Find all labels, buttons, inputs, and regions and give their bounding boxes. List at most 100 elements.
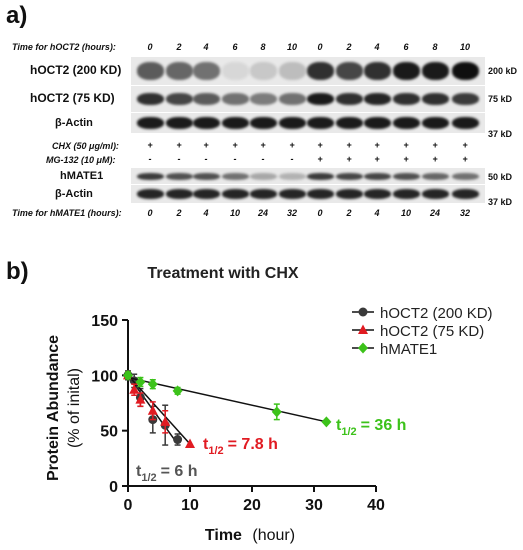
- series-2-point-3: [172, 385, 183, 397]
- series-2-point-0: [123, 369, 133, 381]
- hmate1-band-0: [136, 172, 164, 180]
- hoct2-75-band-4: [249, 93, 277, 105]
- actin2-band-4: [249, 189, 277, 199]
- chx-mark-0: +: [147, 140, 153, 150]
- hmate1-time-6: 0: [317, 208, 323, 218]
- hmate1-band-9: [392, 172, 420, 180]
- hoct2-75-band-0: [136, 93, 164, 105]
- mg132-mark-9: +: [403, 154, 409, 164]
- actin1-band-5: [278, 117, 306, 129]
- hoct2-time-9: 6: [403, 42, 409, 52]
- series-2-point-4: [271, 406, 282, 418]
- x-axis-label-main: Time: [205, 527, 242, 544]
- hmate1-time-3: 10: [229, 208, 240, 218]
- hoct2-200-band-10: [421, 62, 449, 80]
- chx-mark-4: +: [260, 140, 266, 150]
- legend-marker-2: [358, 342, 368, 354]
- hoct2-time-10: 8: [432, 42, 438, 52]
- band-label-hoct2-75: hOCT2 (75 KD): [30, 91, 115, 105]
- half-life-prefix-0: t: [136, 463, 142, 480]
- mg132-mark-10: +: [432, 154, 438, 164]
- kd-label-50: 50 kD: [488, 172, 513, 182]
- hmate1-band-11: [451, 172, 479, 180]
- hoct2-200-band-0: [136, 62, 164, 80]
- mg132-mark-2: -: [204, 154, 208, 164]
- hmate1-band-5: [278, 172, 306, 180]
- actin1-band-8: [363, 117, 391, 129]
- chx-mark-8: +: [374, 140, 380, 150]
- actin2-band-1: [165, 189, 193, 199]
- actin2-band-8: [363, 189, 391, 199]
- hoct2-time-label: Time for hOCT2 (hours):: [12, 42, 116, 52]
- hoct2-75-band-7: [335, 93, 363, 105]
- y-tick-label-2: 100: [91, 368, 118, 385]
- chart-annotations: t1/2 = 6 ht1/2 = 7.8 h t1/2 = 36 h: [136, 417, 406, 484]
- hoct2-200-band-7: [335, 62, 363, 80]
- band-label-hoct2-200: hOCT2 (200 KD): [30, 63, 122, 77]
- blot-actin-2: [131, 185, 485, 203]
- legend-label-1: hOCT2 (75 KD): [380, 323, 484, 340]
- half-life-label-0: t1/2 = 6 h: [136, 463, 198, 484]
- mg132-mark-6: +: [317, 154, 323, 164]
- mg132-mark-8: +: [374, 154, 380, 164]
- legend-label-0: hOCT2 (200 KD): [380, 305, 493, 322]
- x-axis-label-unit: (hour): [252, 527, 295, 544]
- hoct2-200-band-2: [192, 62, 220, 80]
- panel-b-label: b): [6, 258, 29, 285]
- actin1-band-9: [392, 117, 420, 129]
- series-2-point-2: [147, 378, 158, 390]
- hmate1-time-4: 24: [257, 208, 268, 218]
- hoct2-75-band-10: [421, 93, 449, 105]
- hoct2-time-2: 4: [203, 42, 209, 52]
- hoct2-time-0: 0: [147, 42, 153, 52]
- mg132-mark-5: -: [290, 154, 294, 164]
- series-0-point-5: [173, 435, 183, 445]
- chx-mark-7: +: [346, 140, 352, 150]
- blot-hmate1: [131, 168, 485, 184]
- hoct2-75-band-8: [363, 93, 391, 105]
- hoct2-200-band-4: [249, 62, 277, 80]
- series-2: [123, 369, 332, 428]
- hoct2-75-band-1: [165, 93, 193, 105]
- hmate1-time-7: 2: [346, 208, 352, 218]
- half-life-value-0: = 6 h: [161, 463, 198, 480]
- hmate1-band-8: [363, 172, 391, 180]
- hoct2-200-band-1: [165, 62, 193, 80]
- hoct2-time-8: 4: [374, 42, 380, 52]
- legend-marker-0: [358, 307, 368, 317]
- actin2-band-2: [192, 189, 220, 199]
- actin1-band-6: [306, 117, 334, 129]
- mg132-mark-7: +: [346, 154, 352, 164]
- chx-mark-3: +: [232, 140, 238, 150]
- series-1-fit-line: [127, 374, 191, 445]
- actin2-band-6: [306, 189, 334, 199]
- x-tick-label-4: 40: [367, 497, 385, 514]
- y-tick-label-0: 0: [109, 479, 118, 496]
- y-axis-label-line2: (% of inital): [66, 368, 83, 448]
- actin2-band-10: [421, 189, 449, 199]
- hmate1-time-2: 4: [203, 208, 209, 218]
- chx-mark-9: +: [403, 140, 409, 150]
- series-2-point-1: [135, 376, 146, 388]
- hoct2-75-band-6: [306, 93, 334, 105]
- actin1-band-3: [221, 117, 249, 129]
- half-life-label-2: t1/2 = 36 h: [336, 417, 406, 438]
- hmate1-band-6: [306, 172, 334, 180]
- blot-actin-1: [131, 113, 485, 133]
- series-1: [123, 369, 195, 448]
- hoct2-time-3: 6: [232, 42, 238, 52]
- y-tick-label-3: 150: [91, 313, 118, 330]
- hmate1-time-label: Time for hMATE1 (hours):: [12, 208, 122, 218]
- half-life-label-1: t1/2 = 7.8 h: [203, 436, 278, 457]
- kd-label-37b: 37 kD: [488, 197, 513, 207]
- chart-title: Treatment with CHX: [147, 265, 298, 282]
- actin1-band-4: [249, 117, 277, 129]
- panel-a-label: a): [6, 2, 28, 29]
- hmate1-time-10: 24: [429, 208, 440, 218]
- hoct2-75-band-3: [221, 93, 249, 105]
- chx-label: CHX (50 μg/ml):: [52, 141, 119, 151]
- hmate1-band-4: [249, 172, 277, 180]
- chart-series-layer: [123, 369, 332, 448]
- y-tick-label-1: 50: [100, 424, 118, 441]
- hmate1-time-0: 0: [147, 208, 153, 218]
